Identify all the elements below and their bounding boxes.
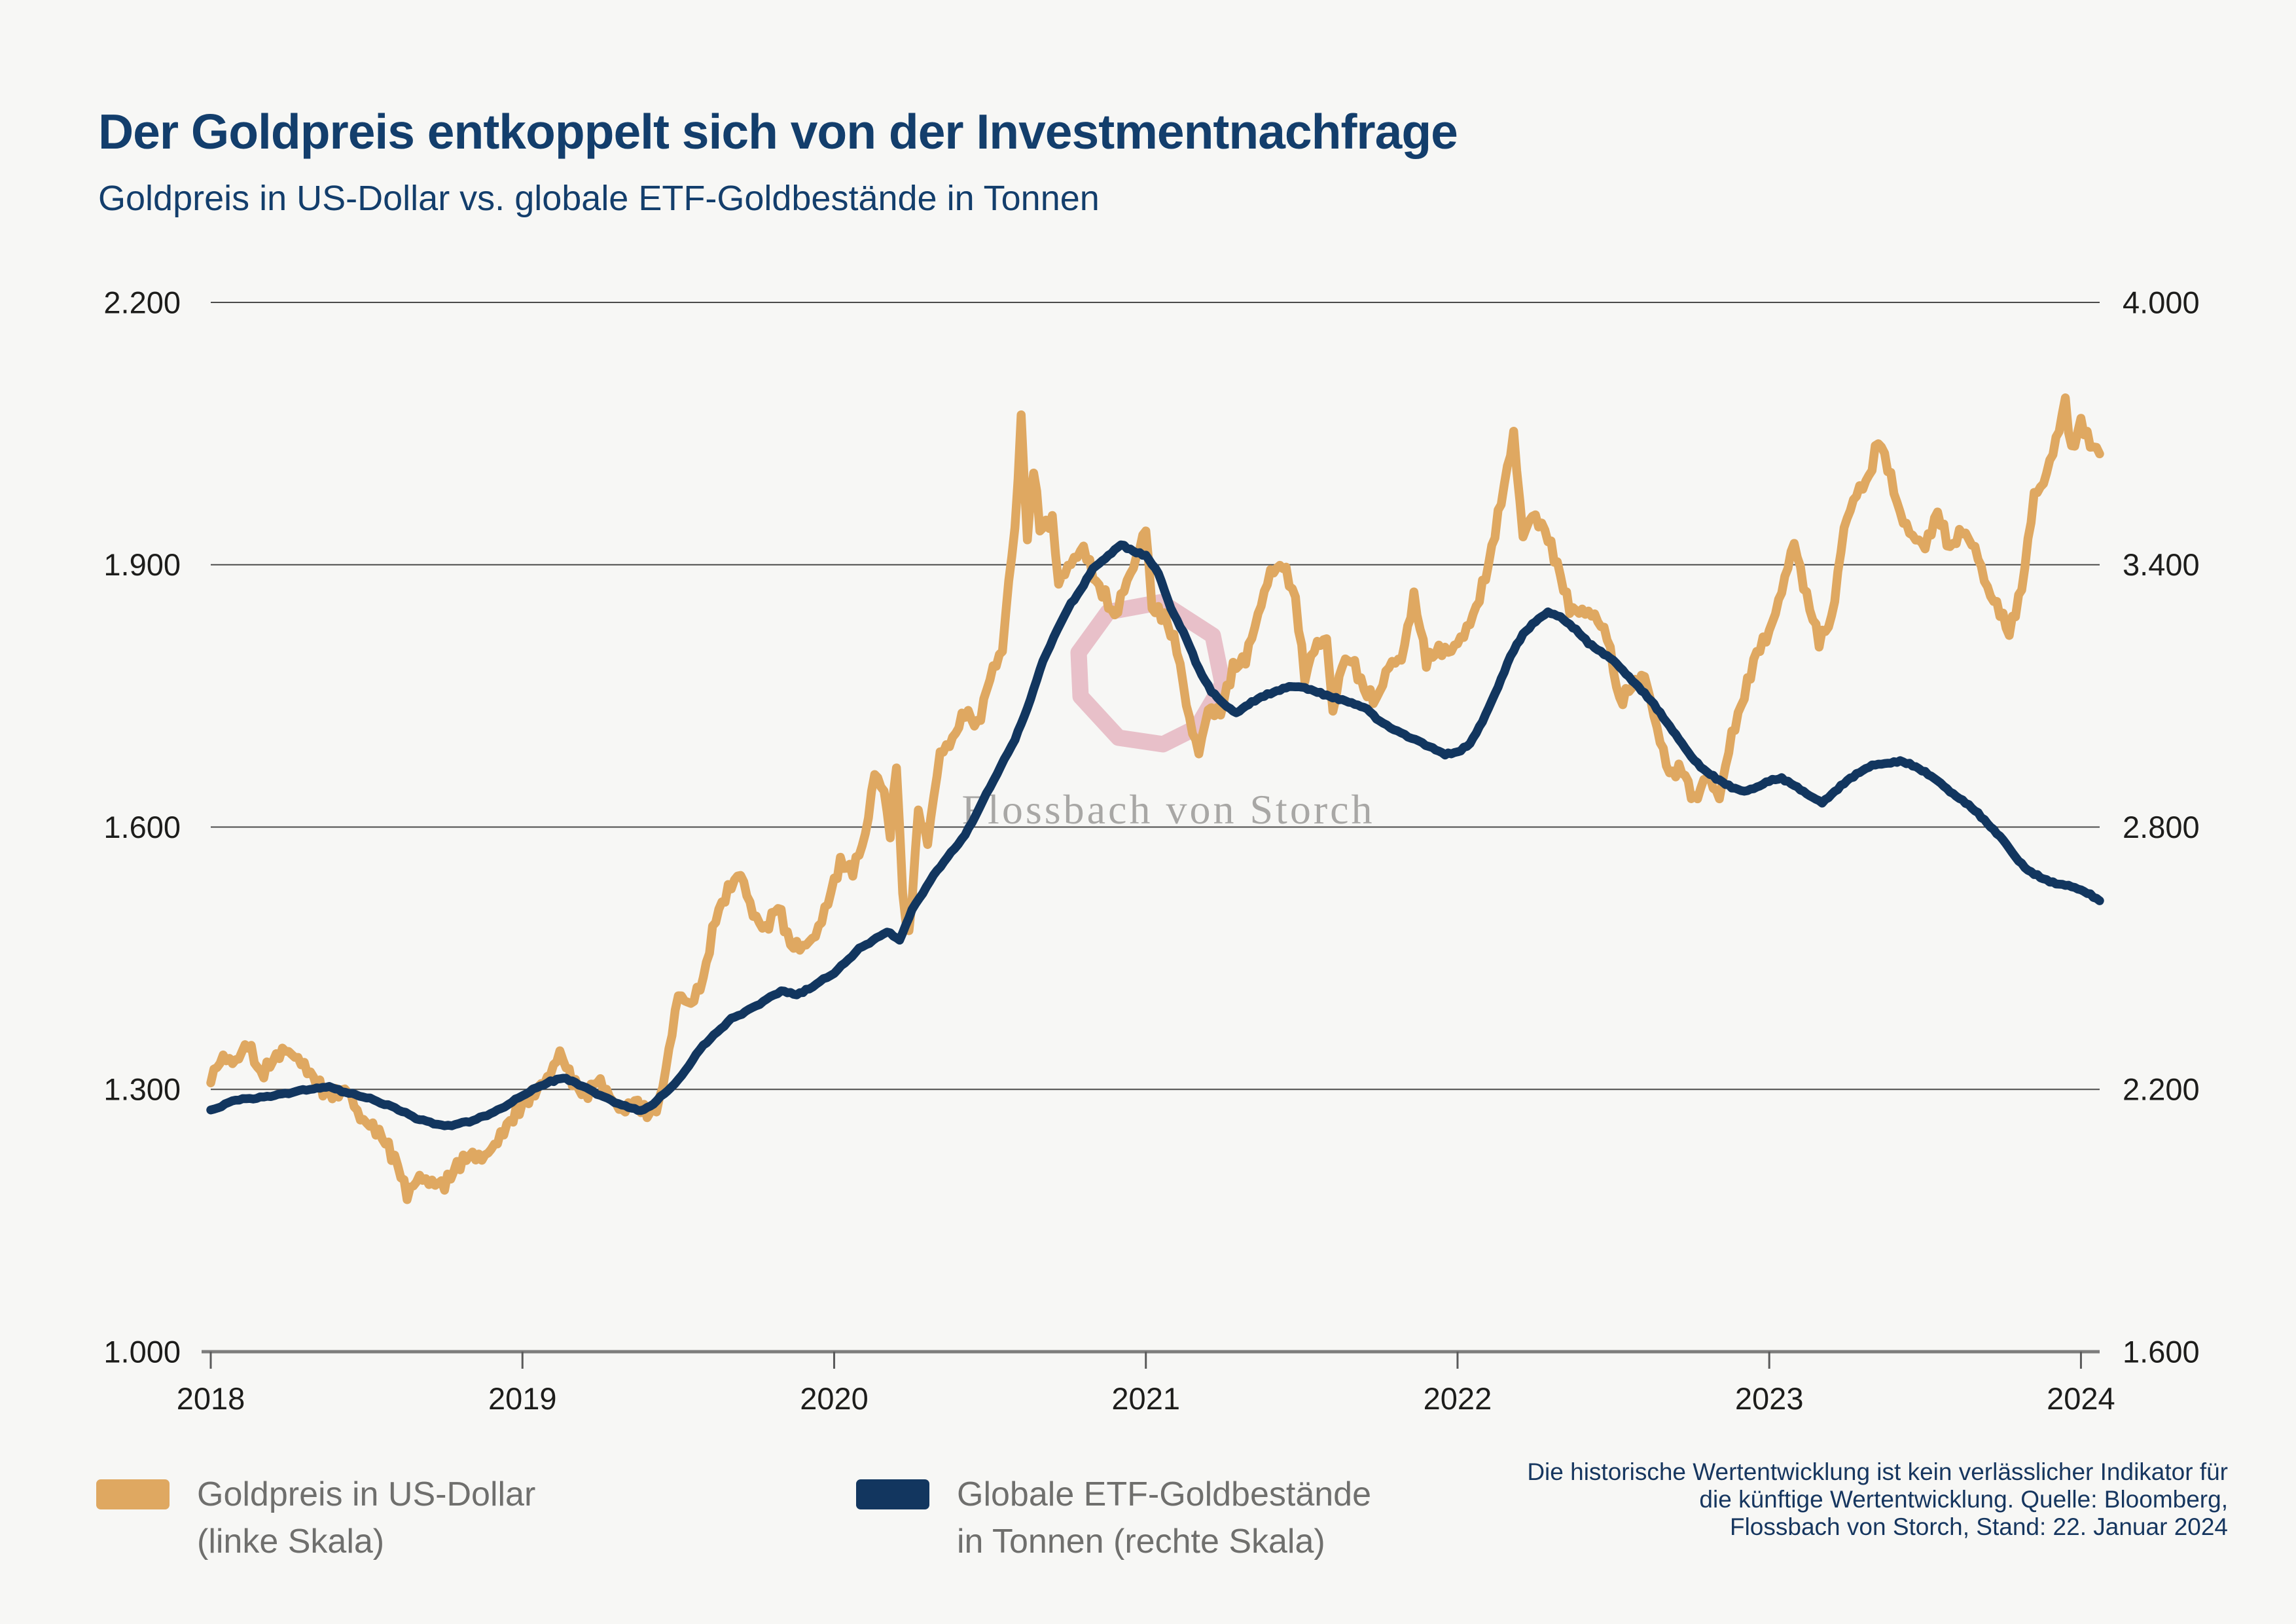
etf-holdings-series-line [206,540,2104,1130]
watermark-logo-ring [1070,594,1231,753]
page-title: Der Goldpreis entkoppelt sich von der In… [98,104,1458,159]
legend-label-goldpreis: Goldpreis in US-Dollar (linke Skala) [197,1471,535,1566]
source-line: Flossbach von Storch, Stand: 22. Januar … [1729,1513,2228,1541]
x-axis-tick-label: 2019 [488,1381,557,1416]
right-axis-tick-label: 2.200 [2123,1072,2200,1107]
disclaimer-line: die künftige Wertentwicklung. Quelle: Bl… [1699,1486,2228,1513]
left-axis-tick-label: 1.900 [103,547,181,582]
right-axis-tick-label: 4.000 [2123,285,2200,319]
x-axis-tick-label: 2021 [1111,1381,1180,1416]
watermark-text: Flossbach von Storch [961,786,1374,833]
right-axis-tick-label: 2.800 [2123,810,2200,844]
x-axis-tick-label: 2018 [177,1381,245,1416]
chart-legend: Goldpreis in US-Dollar (linke Skala) Glo… [0,1471,2296,1624]
legend-label-line: in Tonnen (rechte Skala) [957,1522,1325,1561]
legend-label-line: (linke Skala) [197,1522,385,1561]
x-axis-tick-label: 2022 [1424,1381,1492,1416]
left-axis-tick-label: 1.300 [103,1072,181,1107]
navy-series-swatch [856,1479,929,1509]
legend-label-line: Globale ETF-Goldbestände [957,1475,1372,1513]
gold-price-series-line [206,393,2104,1204]
x-axis-tick-label: 2024 [2047,1381,2115,1416]
legend-label-line: Goldpreis in US-Dollar [197,1475,536,1513]
page-subtitle: Goldpreis in US-Dollar vs. globale ETF-G… [98,179,1100,218]
x-axis-tick-label: 2023 [1735,1381,1804,1416]
right-axis-tick-label: 3.400 [2123,547,2200,582]
left-axis-tick-label: 1.000 [103,1334,181,1369]
left-axis-tick-label: 1.600 [103,810,181,844]
disclaimer-source-note: Die historische Wertentwicklung ist kein… [1403,1458,2228,1542]
legend-item-etf-bestaende: Globale ETF-Goldbestände in Tonnen (rech… [856,1471,1371,1566]
legend-label-etf-bestaende: Globale ETF-Goldbestände in Tonnen (rech… [957,1471,1371,1566]
left-axis-tick-label: 2.200 [103,285,181,319]
right-axis-tick-label: 1.600 [2123,1334,2200,1369]
legend-item-goldpreis: Goldpreis in US-Dollar (linke Skala) [96,1471,535,1566]
gold-series-swatch [96,1479,170,1509]
x-axis-tick-label: 2020 [800,1381,869,1416]
disclaimer-line: Die historische Wertentwicklung ist kein… [1527,1458,2228,1485]
